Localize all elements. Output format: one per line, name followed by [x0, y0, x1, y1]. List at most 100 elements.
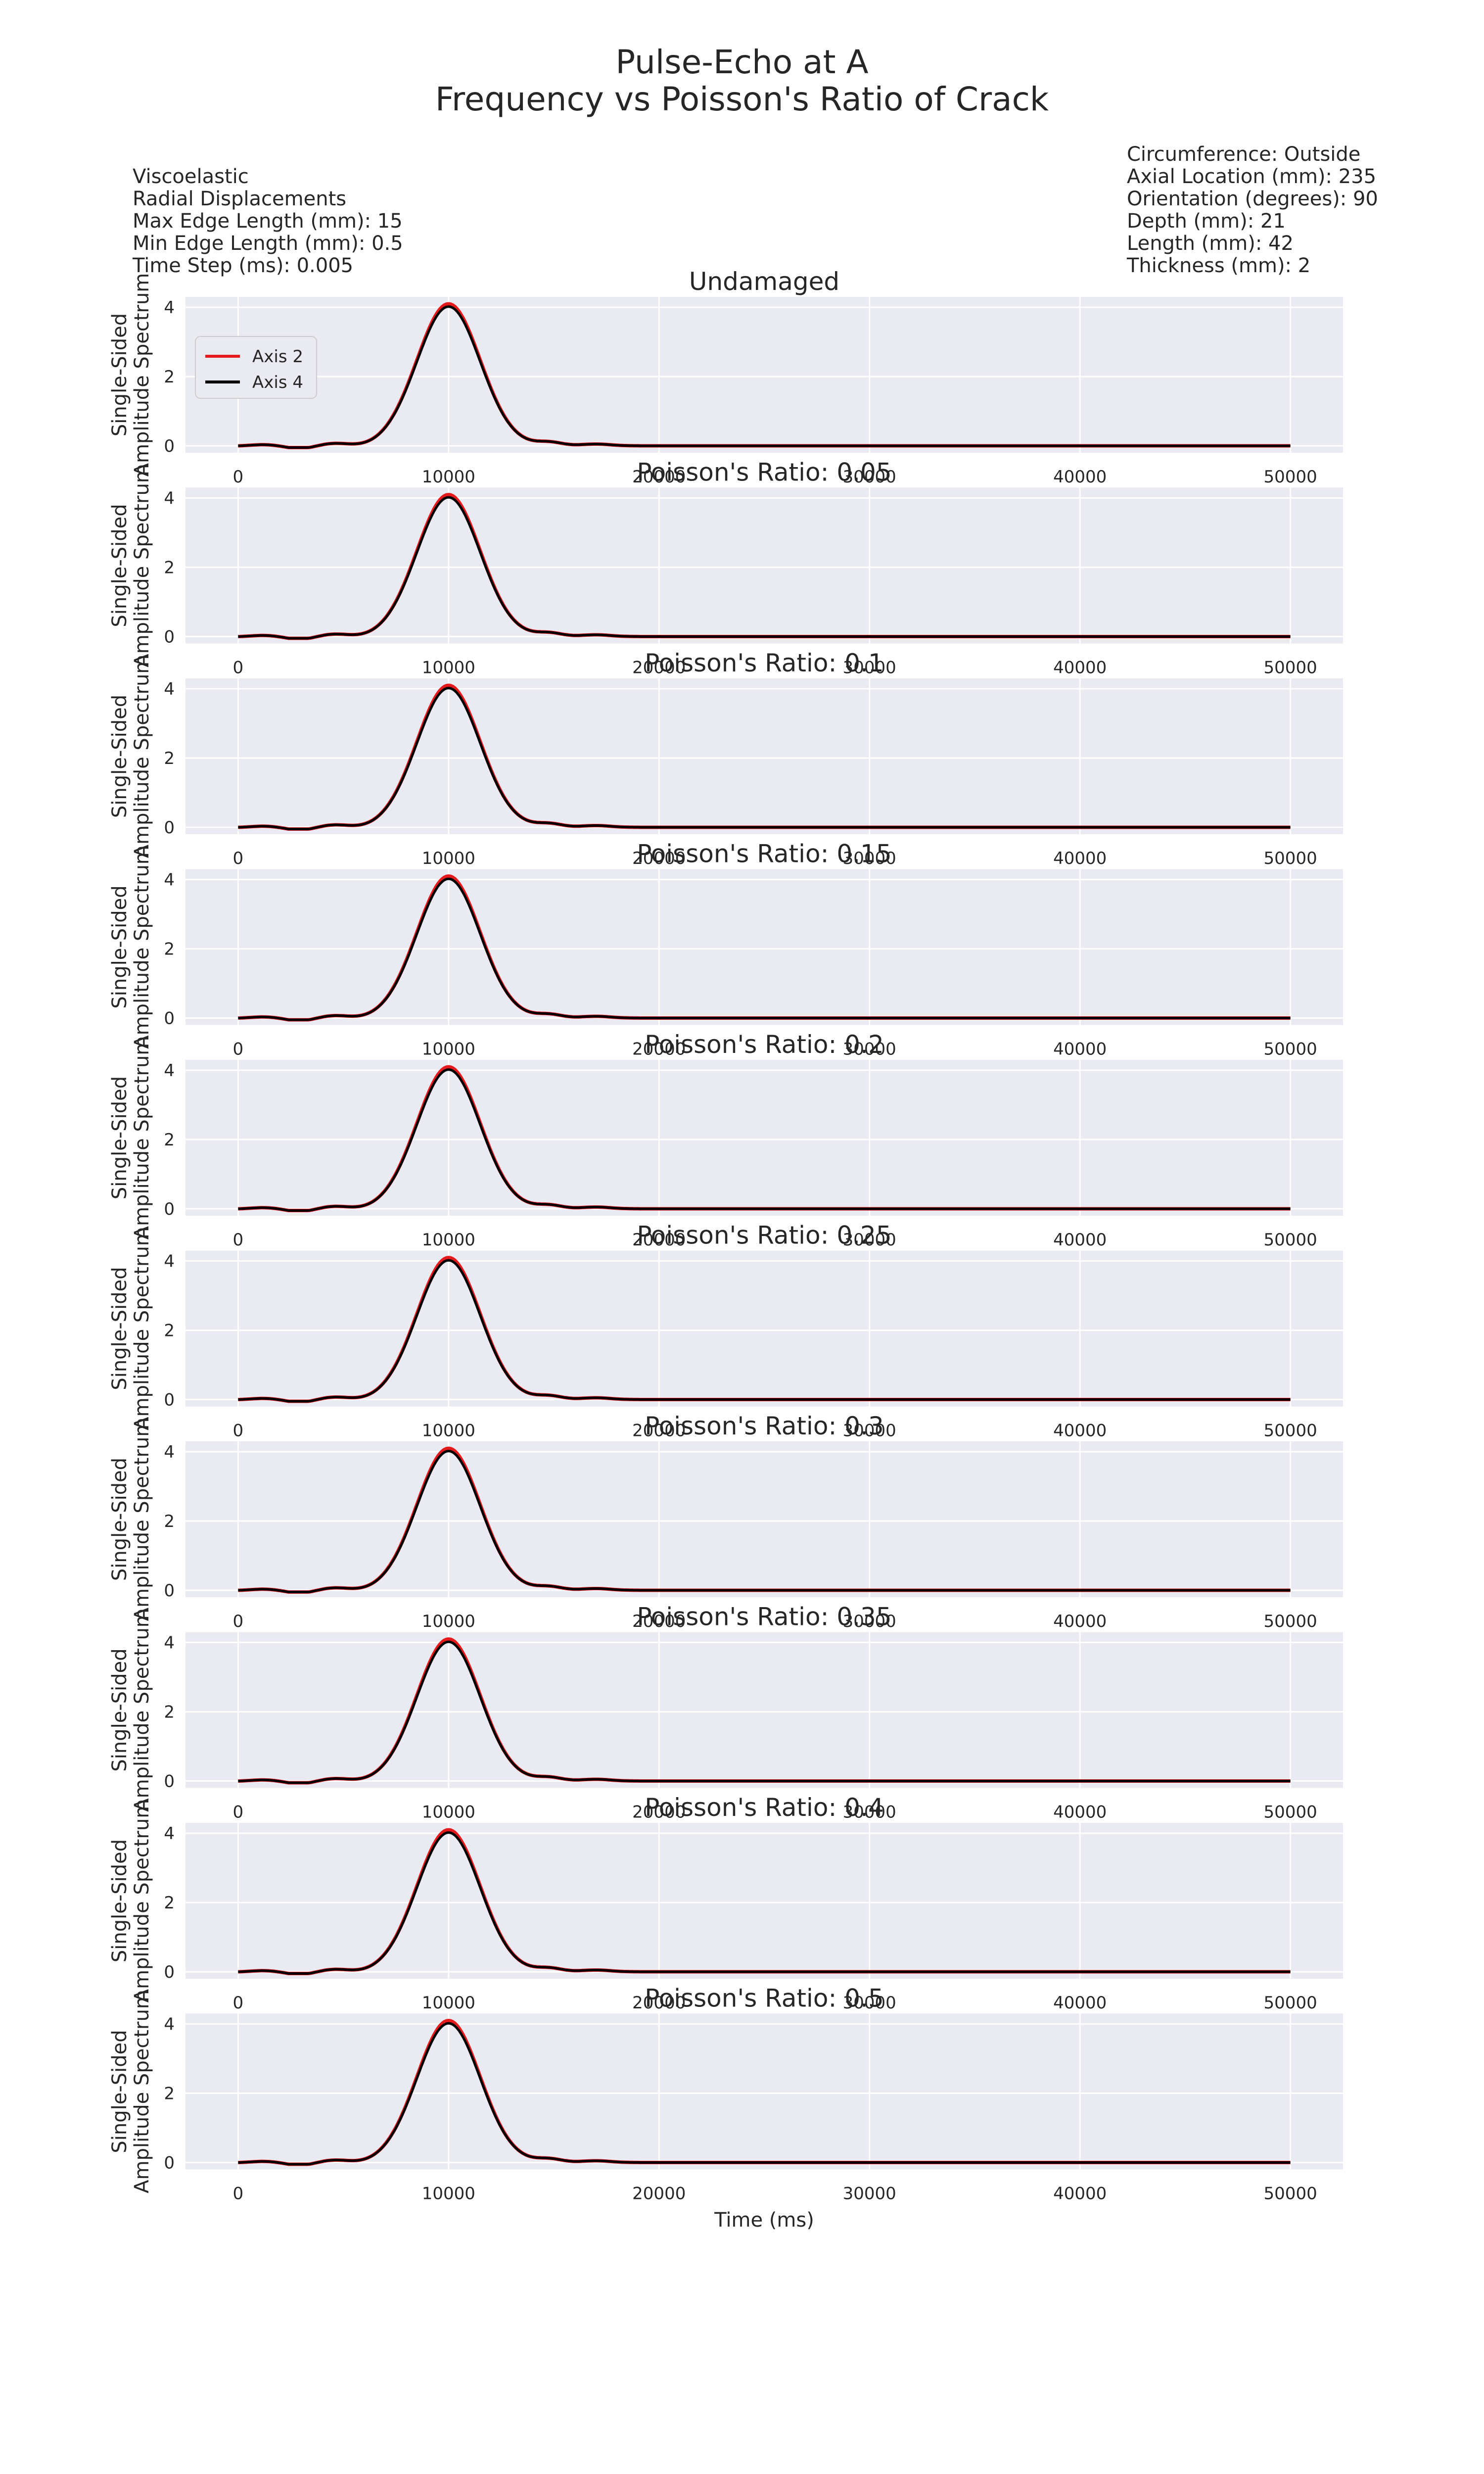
panel-title: Poisson's Ratio: 0.05 [637, 458, 891, 487]
y-tick-label: 4 [164, 298, 175, 318]
x-tick-label: 40000 [1053, 467, 1107, 487]
x-tick-label: 40000 [1053, 2184, 1107, 2204]
x-tick-label: 30000 [843, 1612, 896, 1631]
x-tick-label: 20000 [632, 1803, 686, 1822]
info-left-line: Min Edge Length (mm): 0.5 [133, 232, 403, 255]
series-line-axis-4 [238, 1831, 1291, 1975]
x-tick-label: 20000 [632, 2184, 686, 2204]
info-right-line: Circumference: Outside [1127, 143, 1360, 166]
y-axis-label-line2: Amplitude Spectrum [131, 1608, 153, 1812]
panels: 0 10000 20000 30000 40000 50000024UndamagedSi… [108, 267, 1343, 2204]
x-tick-label: 30000 [843, 849, 896, 868]
y-axis-label-line1: Single-Sided [108, 1839, 131, 1962]
x-tick-label: 30000 [843, 1230, 896, 1250]
x-tick-label: 0 [233, 1993, 244, 2013]
legend: Axis 2 Axis 4 [195, 336, 317, 399]
y-tick-label: 0 [164, 436, 175, 456]
panel-background [186, 297, 1343, 453]
info-left: Viscoelastic Radial Displacements Max Ed… [132, 165, 403, 277]
x-tick-label: 30000 [843, 1040, 896, 1059]
x-tick-label: 10000 [422, 1040, 475, 1059]
panel-background [186, 1250, 1343, 1407]
panel-background [186, 1060, 1343, 1216]
y-axis-label-line2: Amplitude Spectrum [131, 273, 153, 477]
x-tick-label: 40000 [1053, 849, 1107, 868]
x-tick-label: 30000 [843, 658, 896, 678]
y-axis-label-line2: Amplitude Spectrum [131, 1036, 153, 1240]
y-tick-label: 2 [164, 940, 175, 959]
info-left-line: Viscoelastic [133, 165, 249, 188]
panel: 0 10000 20000 30000 40000 50000 0 2 4 Poisson's R… [108, 1221, 1343, 1441]
panel-title: Undamaged [689, 267, 839, 296]
y-tick-label: 0 [164, 1390, 175, 1410]
panel-title: Poisson's Ratio: 0.35 [637, 1603, 891, 1631]
panel-background [186, 678, 1343, 834]
x-axis-label: Time (ms) [714, 2209, 814, 2232]
x-tick-label: 20000 [632, 849, 686, 868]
y-tick-label: 4 [164, 1442, 175, 1462]
x-tick-label: 30000 [843, 1803, 896, 1822]
y-tick-label: 2 [164, 558, 175, 578]
y-tick-label: 4 [164, 679, 175, 699]
panel: 0 10000 20000 30000 40000 50000 0 2 4 Poisson's R… [108, 458, 1343, 678]
panel: 0 10000 20000 30000 40000 50000 0 2 4 Undamaged Si… [108, 267, 1343, 487]
y-axis-label-line2: Amplitude Spectrum [131, 464, 153, 667]
panel-background [186, 487, 1343, 644]
y-tick-label: 2 [164, 2084, 175, 2104]
y-tick-label: 2 [164, 1703, 175, 1722]
y-axis-label-line1: Single-Sided [108, 2030, 131, 2153]
x-tick-label: 40000 [1053, 1803, 1107, 1822]
x-tick-label: 50000 [1264, 658, 1317, 678]
x-tick-label: 50000 [1264, 1230, 1317, 1250]
panel: 0 10000 20000 30000 40000 50000 0 2 4 Poisson's R… [108, 1603, 1343, 1822]
y-axis-label-line1: Single-Sided [108, 504, 131, 627]
y-axis-label-line1: Single-Sided [108, 885, 131, 1008]
y-tick-label: 0 [164, 1009, 175, 1029]
info-right-line: Length (mm): 42 [1127, 232, 1294, 255]
x-tick-label: 30000 [843, 2184, 896, 2204]
series-line-axis-4 [238, 496, 1291, 640]
x-tick-label: 10000 [422, 1421, 475, 1441]
x-tick-label: 20000 [632, 1612, 686, 1631]
legend-entry: Axis 2 [252, 347, 303, 367]
series-line-axis-4 [238, 2022, 1291, 2166]
panel-background [186, 1632, 1343, 1788]
x-tick-label: 10000 [422, 1612, 475, 1631]
panel-title: Poisson's Ratio: 0.4 [645, 1793, 884, 1822]
legend-entry: Axis 4 [252, 373, 303, 392]
x-tick-label: 20000 [632, 467, 686, 487]
x-tick-label: 20000 [632, 1993, 686, 2013]
figure-title-line1: Pulse-Echo at A [615, 43, 868, 81]
y-tick-label: 4 [164, 489, 175, 509]
panel-title: Poisson's Ratio: 0.5 [645, 1984, 884, 2013]
info-right: Circumference: Outside Axial Location (m… [1126, 143, 1378, 277]
y-tick-label: 0 [164, 2153, 175, 2173]
x-tick-label: 0 [233, 1803, 244, 1822]
y-tick-label: 0 [164, 1581, 175, 1601]
x-tick-label: 40000 [1053, 658, 1107, 678]
panel: 0 10000 20000 30000 40000 50000 0 2 4 Poisson's R… [108, 1793, 1343, 2013]
x-tick-label: 40000 [1053, 1421, 1107, 1441]
x-tick-label: 0 [233, 658, 244, 678]
info-left-line: Radial Displacements [133, 188, 346, 210]
y-tick-label: 4 [164, 2015, 175, 2035]
series-line-axis-4 [238, 1068, 1291, 1212]
y-tick-label: 0 [164, 627, 175, 647]
series-line-axis-4 [238, 1450, 1291, 1593]
y-tick-label: 0 [164, 1199, 175, 1219]
panel-background [186, 2013, 1343, 2170]
x-tick-label: 20000 [632, 1040, 686, 1059]
x-tick-label: 50000 [1264, 1993, 1317, 2013]
x-tick-label: 0 [233, 1040, 244, 1059]
y-tick-label: 0 [164, 1772, 175, 1792]
x-tick-label: 40000 [1053, 1612, 1107, 1631]
info-left-line: Time Step (ms): 0.005 [132, 254, 353, 277]
x-tick-label: 0 [233, 1230, 244, 1250]
x-tick-label: 50000 [1264, 1040, 1317, 1059]
x-tick-label: 0 [233, 849, 244, 868]
y-axis-label-line1: Single-Sided [108, 695, 131, 818]
panel: 0 10000 20000 30000 40000 50000 0 2 4 Poisson's R… [108, 840, 1343, 1059]
x-tick-label: 10000 [422, 658, 475, 678]
x-tick-label: 50000 [1264, 1803, 1317, 1822]
